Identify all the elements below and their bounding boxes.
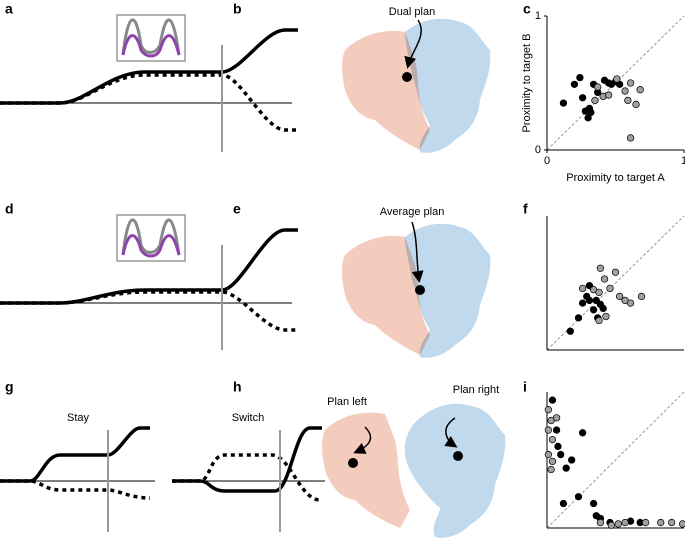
panel-letter: i xyxy=(523,379,527,395)
scatter-point xyxy=(591,96,599,105)
y-tick-label: 0 xyxy=(535,144,541,156)
scatter-point xyxy=(621,87,629,95)
scatter-point xyxy=(578,94,587,102)
scatter-point xyxy=(641,518,650,527)
scatter-point xyxy=(589,306,598,314)
scatter-point xyxy=(632,100,640,109)
annotation: Dual plan xyxy=(389,6,435,18)
map-panel-b xyxy=(341,18,491,153)
scatter-point xyxy=(566,327,574,335)
scatter-point xyxy=(614,520,622,528)
annotation: Stay xyxy=(67,412,90,424)
y-axis-label: Proximity to target B xyxy=(521,33,533,132)
scatter-point xyxy=(657,518,665,527)
scatter-point xyxy=(626,79,635,87)
scatter-point xyxy=(570,80,579,88)
scatter-point xyxy=(621,518,629,527)
panel-letter: d xyxy=(5,201,14,217)
annotation: Plan right xyxy=(453,384,499,396)
scatter-point xyxy=(578,429,587,437)
panel-letter: a xyxy=(5,1,13,17)
panel-letter: g xyxy=(5,379,14,395)
scatter-point xyxy=(548,435,557,444)
scatter-point xyxy=(599,304,607,313)
panel-letter: e xyxy=(233,201,241,217)
scatter-point xyxy=(547,465,555,474)
scatter-point xyxy=(544,406,553,414)
scatter-point xyxy=(606,284,614,293)
scatter-point xyxy=(548,457,557,466)
scatter-point xyxy=(574,493,583,501)
scatter-point xyxy=(626,134,635,142)
trace-panel-g xyxy=(0,426,325,532)
scatter-point xyxy=(548,396,557,404)
scatter-point xyxy=(615,292,624,301)
x-axis-label: Proximity to target A xyxy=(566,172,665,184)
scatter-point xyxy=(552,414,561,422)
annotation: Average plan xyxy=(380,206,445,218)
scatter-point xyxy=(554,442,562,451)
scatter-point xyxy=(559,99,568,107)
scatter-point xyxy=(596,518,605,527)
annotation: Switch xyxy=(232,412,264,424)
scatter-point xyxy=(585,296,594,305)
scatter-point xyxy=(557,450,565,459)
x-tick-label: 1 xyxy=(681,155,685,167)
scatter-point xyxy=(595,288,603,297)
scatter-point xyxy=(587,108,595,117)
scatter-point xyxy=(624,96,632,105)
scatter-point xyxy=(574,314,583,322)
scatter-point xyxy=(678,520,685,528)
scatter-point xyxy=(600,275,609,283)
map-panel-h xyxy=(321,403,506,538)
trace-panel-a xyxy=(0,14,298,152)
scatter-point xyxy=(668,518,676,527)
scatter-point xyxy=(613,75,621,83)
scatter-point xyxy=(562,464,570,472)
x-tick-label: 0 xyxy=(544,155,550,167)
trace-panel-d xyxy=(0,214,298,350)
scatter-point xyxy=(544,450,553,459)
scatter-point xyxy=(552,426,561,434)
panel-letter: f xyxy=(523,201,528,217)
scatter-point xyxy=(578,299,587,307)
scatter-point xyxy=(626,299,635,307)
panel-letter: c xyxy=(523,1,531,17)
scatter-point xyxy=(589,499,598,508)
scatter-point xyxy=(576,73,584,82)
scatter-point xyxy=(595,316,603,325)
diagonal xyxy=(546,391,685,529)
panel-letters: a b c d e f g h i xyxy=(5,1,531,395)
scatter-point xyxy=(611,268,620,276)
scatter-point xyxy=(596,264,605,272)
scatter-point xyxy=(637,292,646,301)
panel-letter: h xyxy=(233,379,242,395)
scatter-point xyxy=(594,83,602,91)
scatter-point xyxy=(568,456,576,464)
y-tick-label: 1 xyxy=(535,10,541,22)
scatter-point xyxy=(578,284,587,293)
panel-letter: b xyxy=(233,1,242,17)
scatter-point xyxy=(559,499,568,508)
scatter-point xyxy=(544,426,553,434)
annotation: Plan left xyxy=(327,396,367,408)
scatter-point xyxy=(605,91,613,99)
map-panel-e xyxy=(341,221,491,358)
scatter-point xyxy=(636,86,644,94)
scatter-point xyxy=(607,521,616,529)
scatter-point xyxy=(602,312,610,321)
